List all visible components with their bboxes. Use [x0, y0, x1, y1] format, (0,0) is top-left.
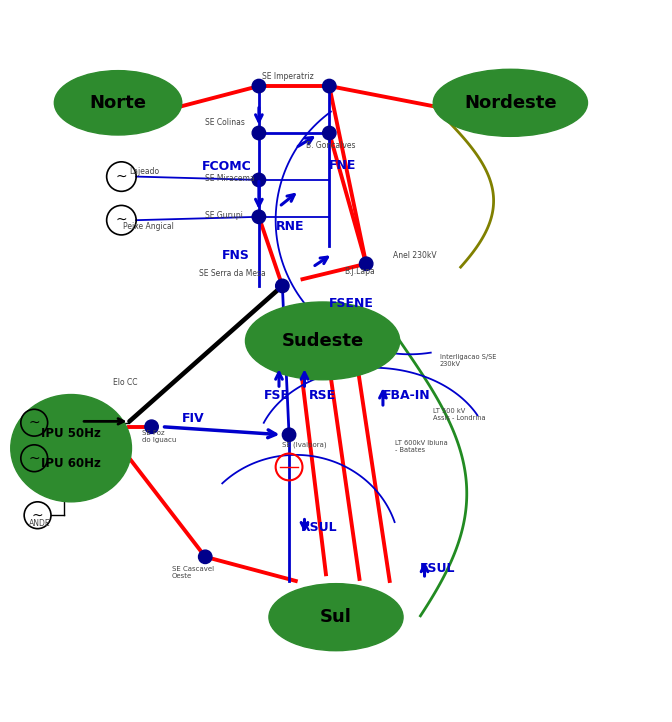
Circle shape — [276, 279, 289, 292]
Text: SE Foz
do Iguacu: SE Foz do Iguacu — [142, 430, 176, 443]
Circle shape — [282, 428, 296, 441]
Text: ~: ~ — [28, 451, 40, 465]
Text: RSUL: RSUL — [300, 521, 337, 534]
Text: SE Cascavel
Oeste: SE Cascavel Oeste — [172, 566, 214, 579]
Ellipse shape — [269, 583, 403, 651]
Text: SE Imperatriz: SE Imperatriz — [262, 72, 314, 81]
Text: RSE: RSE — [309, 389, 336, 402]
Text: RNE: RNE — [276, 220, 304, 233]
Text: FSUL: FSUL — [420, 562, 456, 575]
Circle shape — [323, 126, 336, 139]
Text: ~: ~ — [116, 170, 127, 183]
Ellipse shape — [11, 394, 132, 502]
Text: FSE: FSE — [264, 389, 290, 402]
Text: Lajeado: Lajeado — [130, 167, 159, 175]
Text: FCOMC: FCOMC — [202, 160, 251, 173]
Text: Nordeste: Nordeste — [464, 94, 556, 112]
Text: LT 600kV Ibiuna
- Batates: LT 600kV Ibiuna - Batates — [395, 440, 448, 453]
Ellipse shape — [433, 69, 587, 136]
Text: ANDE: ANDE — [29, 519, 50, 528]
Text: Peixe Angical: Peixe Angical — [123, 222, 173, 231]
Text: FNS: FNS — [222, 248, 250, 261]
Text: LT 500 kV
Assis - Londrina: LT 500 kV Assis - Londrina — [433, 408, 486, 421]
Text: B.J.Lapa: B.J.Lapa — [345, 267, 376, 277]
Circle shape — [252, 210, 265, 224]
Text: FNE: FNE — [329, 159, 357, 172]
Ellipse shape — [245, 302, 400, 380]
Text: FSENE: FSENE — [329, 297, 374, 310]
Circle shape — [198, 550, 212, 564]
Circle shape — [252, 126, 265, 139]
Text: Sul: Sul — [320, 608, 352, 626]
Circle shape — [252, 173, 265, 187]
Text: ~: ~ — [28, 416, 40, 430]
Text: SE Gurupi: SE Gurupi — [205, 211, 243, 220]
Text: SE Colinas: SE Colinas — [205, 118, 245, 127]
Text: Elo CC: Elo CC — [114, 378, 138, 387]
Text: FIV: FIV — [181, 412, 204, 425]
Text: Sudeste: Sudeste — [282, 332, 364, 350]
Text: ~: ~ — [116, 213, 127, 227]
Circle shape — [360, 257, 373, 271]
Text: FBA-IN: FBA-IN — [383, 389, 431, 402]
Text: SE (Ivaipora): SE (Ivaipora) — [282, 442, 327, 448]
Text: SE Miracema: SE Miracema — [205, 174, 255, 183]
Text: Interligacao S/SE
230kV: Interligacao S/SE 230kV — [440, 355, 497, 367]
Circle shape — [252, 79, 265, 92]
Ellipse shape — [54, 71, 181, 135]
Circle shape — [145, 420, 159, 433]
Text: Norte: Norte — [89, 94, 146, 112]
Text: Anel 230kV: Anel 230kV — [393, 251, 437, 259]
Text: B. Goncalves: B. Goncalves — [306, 141, 355, 149]
Circle shape — [323, 79, 336, 92]
Text: ~: ~ — [32, 508, 44, 522]
Text: IPU 50Hz

IPU 60Hz: IPU 50Hz IPU 60Hz — [41, 427, 101, 470]
Text: SE Serra da Mesa: SE Serra da Mesa — [198, 269, 265, 278]
